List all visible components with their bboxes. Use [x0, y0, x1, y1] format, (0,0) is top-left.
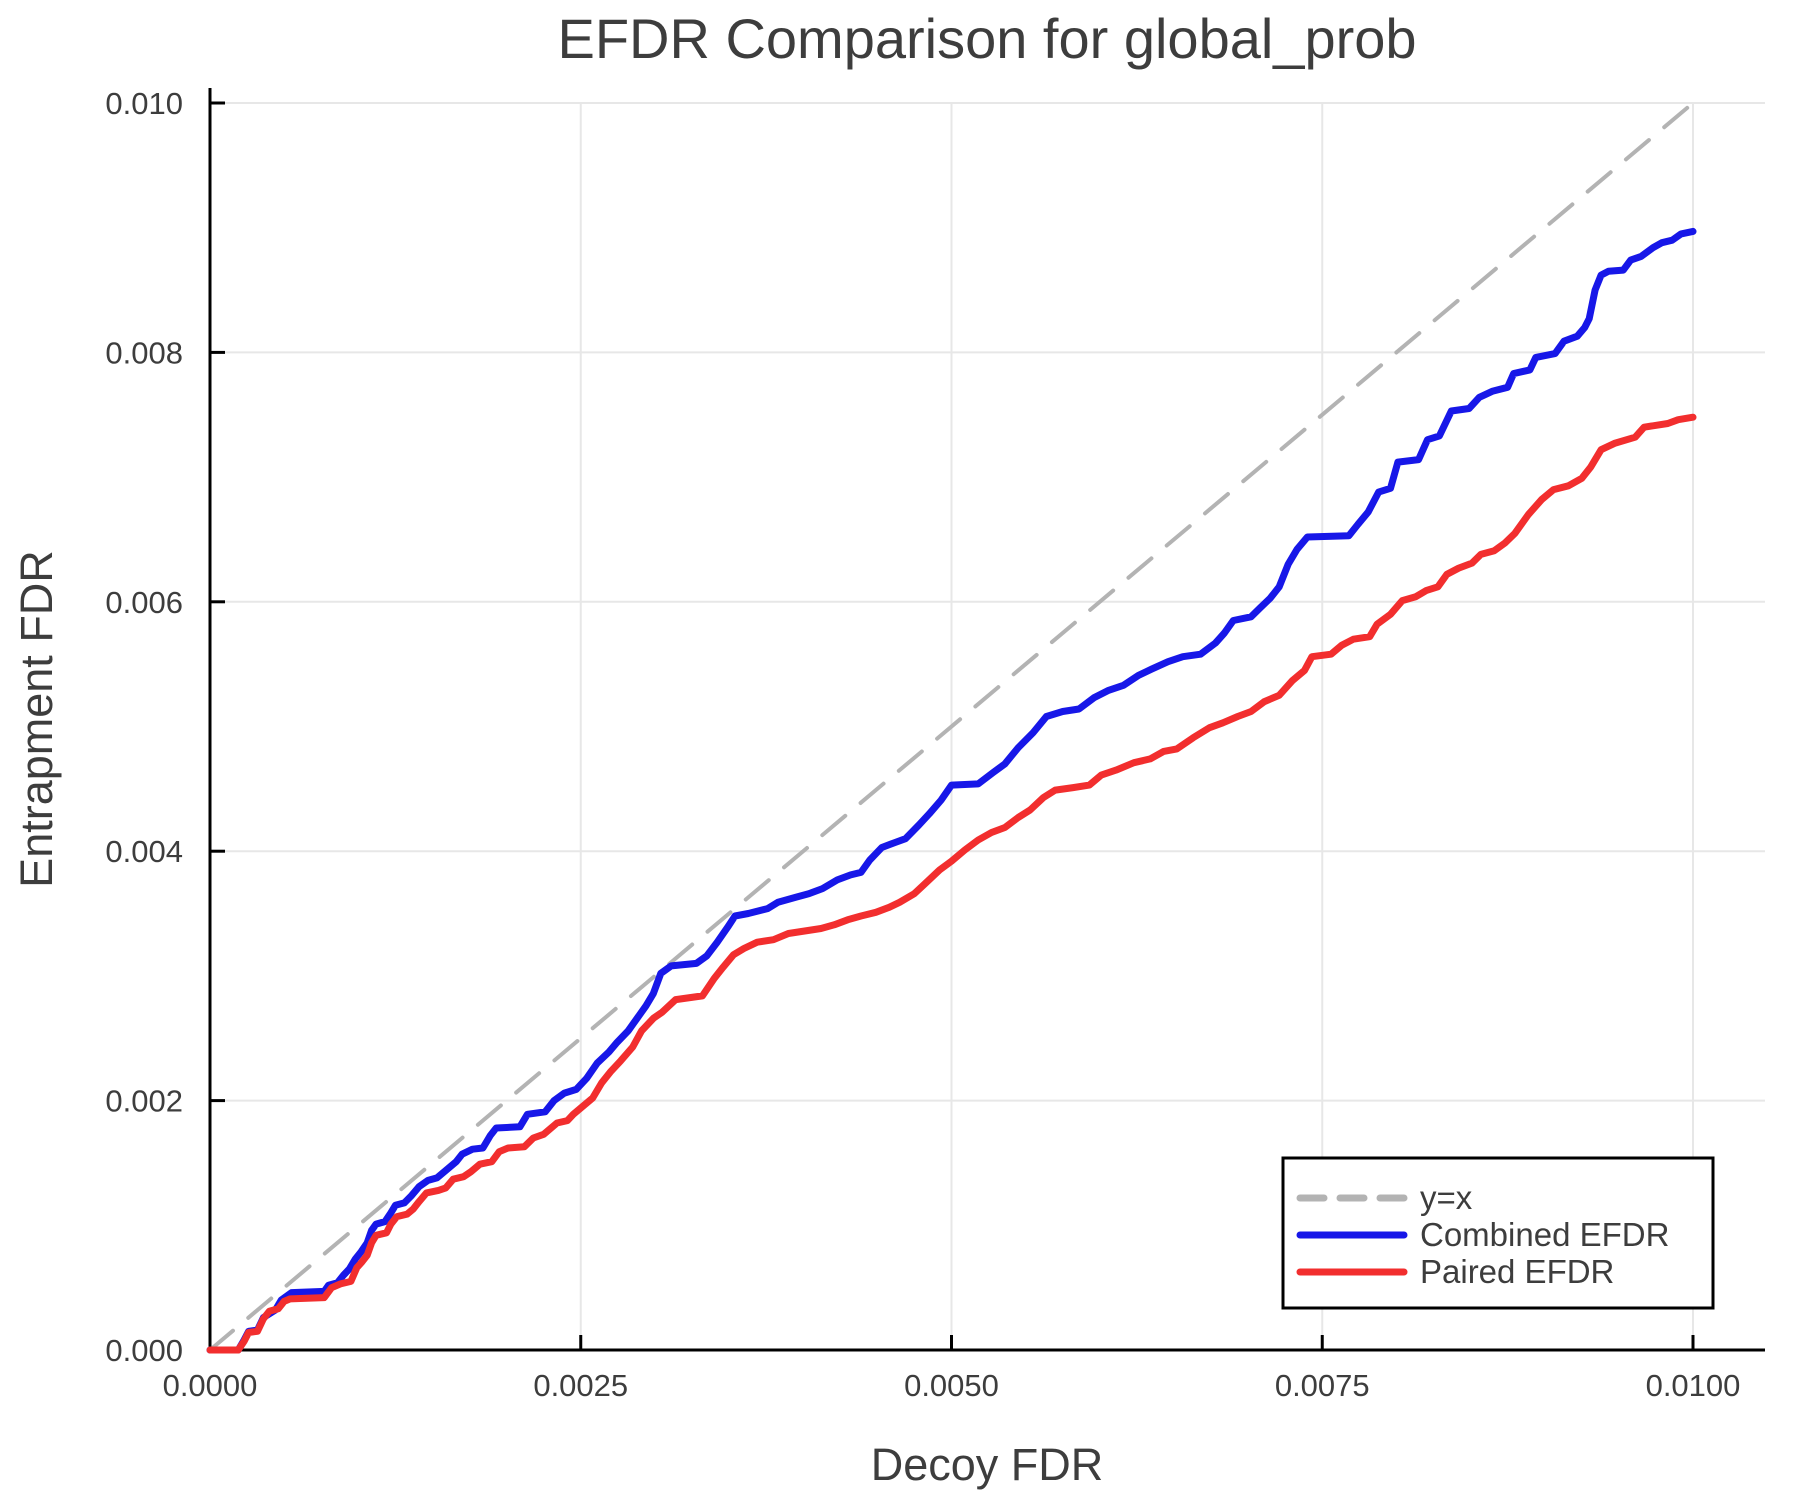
y-tick-label: 0.008: [105, 335, 183, 370]
legend-label: y=x: [1420, 1179, 1473, 1216]
paired-efdr-line: [206, 413, 1697, 1354]
identity-line: [208, 101, 1695, 1352]
x-tick-label: 0.0075: [1275, 1368, 1370, 1403]
y-axis-label: Entrapment FDR: [11, 550, 62, 888]
y-tick-label: 0.000: [105, 1333, 183, 1368]
x-tick-label: 0.0100: [1646, 1368, 1741, 1403]
chart-title: EFDR Comparison for global_prob: [557, 7, 1416, 70]
axis-layer: 0.0000 0.0025 0.0050 0.0075 0.0100 0.000 0.002…: [105, 86, 1765, 1403]
y-tick-label: 0.006: [105, 585, 183, 620]
x-axis-label: Decoy FDR: [871, 1439, 1104, 1490]
combined-efdr-line: [206, 227, 1697, 1354]
y-tick-label: 0.010: [105, 86, 183, 121]
legend-label: Paired EFDR: [1420, 1253, 1614, 1290]
x-tick-label: 0.0025: [533, 1368, 628, 1403]
x-tick-label: 0.0050: [904, 1368, 999, 1403]
series-layer: [206, 101, 1697, 1354]
legend-label: Combined EFDR: [1420, 1216, 1669, 1253]
x-tick-label: 0.0000: [163, 1368, 258, 1403]
y-tick-label: 0.004: [105, 834, 183, 869]
y-tick-label: 0.002: [105, 1084, 183, 1119]
